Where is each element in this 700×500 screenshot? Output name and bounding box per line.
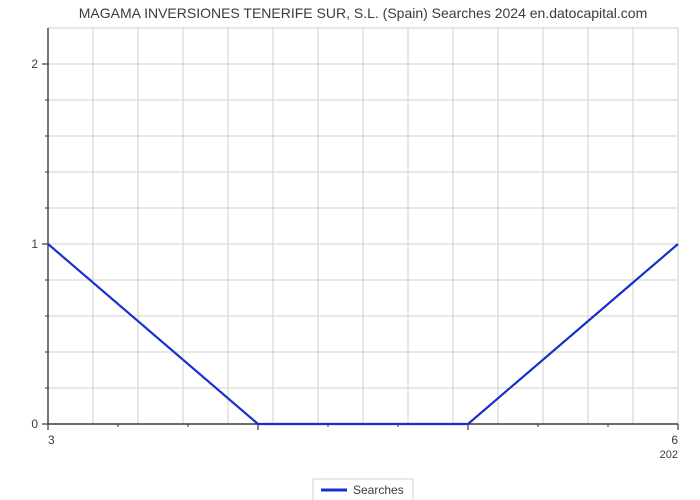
chart-container: MAGAMA INVERSIONES TENERIFE SUR, S.L. (S… [0,0,700,500]
x-tick-label: 3 [48,433,55,447]
x-sub-label: 202 [660,449,678,461]
y-tick-label: 1 [31,237,38,251]
y-tick-label: 0 [31,417,38,431]
line-chart: MAGAMA INVERSIONES TENERIFE SUR, S.L. (S… [0,0,700,500]
y-tick-label: 2 [31,57,38,71]
legend-label: Searches [353,483,404,497]
x-tick-label: 6 [671,433,678,447]
chart-title: MAGAMA INVERSIONES TENERIFE SUR, S.L. (S… [79,5,648,21]
